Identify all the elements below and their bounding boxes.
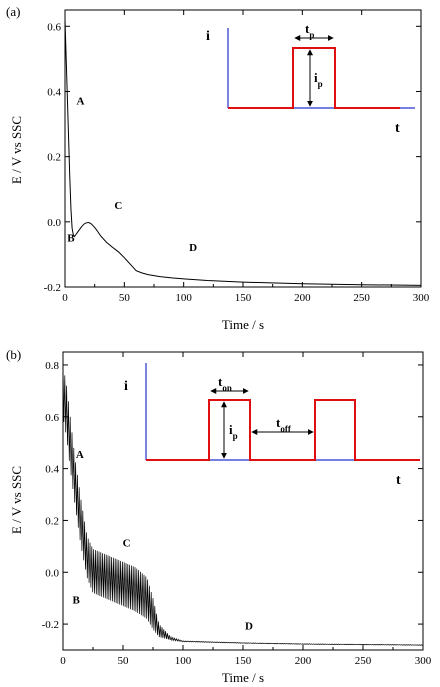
curve-region-label: D (245, 620, 253, 632)
panel-b-waveform-inset: i t ton ip toff (124, 363, 420, 488)
y-tick-label: 0.0 (45, 567, 59, 579)
x-tick-label: 300 (413, 292, 430, 304)
panel-b-x-axis-label: Time / s (222, 670, 264, 685)
y-tick-label: -0.2 (44, 282, 61, 294)
inset-b-pulse-train (146, 399, 420, 461)
panel-a-y-axis-label: E / V vs SSC (9, 116, 24, 184)
panel-b-axes: 0 50 100 150 200 250 300 -0.2 0.0 0.2 0.4 0.6 0.8 (42, 352, 432, 667)
panel-a-annotations: A B C D (67, 96, 197, 255)
panel-b-oscillating-potential (62, 364, 424, 646)
y-tick-label: 0.0 (47, 217, 61, 229)
inset-b-t-label: t (396, 473, 401, 488)
x-tick-label: 200 (294, 292, 311, 304)
x-tick-label: 250 (353, 292, 370, 304)
inset-b-toff-label: toff (276, 415, 292, 434)
x-tick-label: 150 (235, 292, 252, 304)
panel-b-plot-frame (62, 351, 424, 651)
y-tick-label: 0.4 (47, 86, 61, 98)
y-tick-label: 0.6 (45, 412, 59, 424)
y-tick-label: 0.8 (45, 360, 59, 372)
y-tick-label: -0.2 (42, 619, 59, 631)
x-tick-label: 0 (62, 292, 68, 304)
inset-a-t-label: t (395, 121, 400, 136)
curve-region-label: A (76, 96, 84, 108)
curve-region-label: C (123, 537, 131, 549)
panel-b-label: (b) (6, 347, 21, 362)
curve-region-label: B (67, 232, 75, 244)
y-tick-label: 0.6 (47, 21, 61, 33)
x-tick-label: 50 (118, 655, 130, 667)
inset-a-ip-label: ip (314, 70, 323, 89)
y-tick-label: 0.2 (47, 152, 61, 164)
x-tick-label: 50 (119, 292, 131, 304)
inset-a-pulse (228, 47, 400, 109)
inset-b-ton-label: ton (218, 374, 232, 393)
curve-region-label: B (73, 594, 81, 606)
x-tick-label: 200 (295, 655, 312, 667)
panel-b-y-axis-label: E / V vs SSC (9, 466, 24, 534)
x-tick-label: 250 (355, 655, 372, 667)
x-tick-label: 150 (235, 655, 252, 667)
x-tick-label: 300 (415, 655, 432, 667)
x-tick-label: 100 (175, 655, 192, 667)
panel-a-potential-curve (64, 19, 422, 286)
curve-region-label: D (189, 242, 197, 254)
panel-b-annotations: A B C D (73, 449, 253, 632)
inset-a-i-label: i (206, 29, 210, 44)
panel-a: (a) 0 50 100 150 200 250 300 -0.2 0.0 0.2 0.4 0.6 T… (6, 4, 430, 332)
panel-a-plot-frame (64, 9, 422, 288)
inset-b-i-label: i (124, 379, 128, 394)
x-tick-label: 100 (175, 292, 192, 304)
inset-b-ip-label: ip (229, 422, 238, 441)
y-tick-label: 0.2 (45, 515, 59, 527)
panel-a-axes: 0 50 100 150 200 250 300 -0.2 0.0 0.2 0.4 0.6 (44, 10, 430, 304)
curve-region-label: C (114, 200, 122, 212)
panel-a-label: (a) (6, 4, 20, 19)
x-tick-label: 0 (60, 655, 66, 667)
curve-region-label: A (76, 449, 84, 461)
inset-a-tp-label: tp (305, 21, 314, 40)
panel-a-x-axis-label: Time / s (222, 317, 264, 332)
panel-a-waveform-inset: i t tp ip (206, 21, 415, 136)
panel-b: (b) 0 50 100 150 200 250 300 -0.2 0.0 0.2 0.4 0.6 0.… (6, 347, 432, 685)
y-tick-label: 0.4 (45, 464, 59, 476)
